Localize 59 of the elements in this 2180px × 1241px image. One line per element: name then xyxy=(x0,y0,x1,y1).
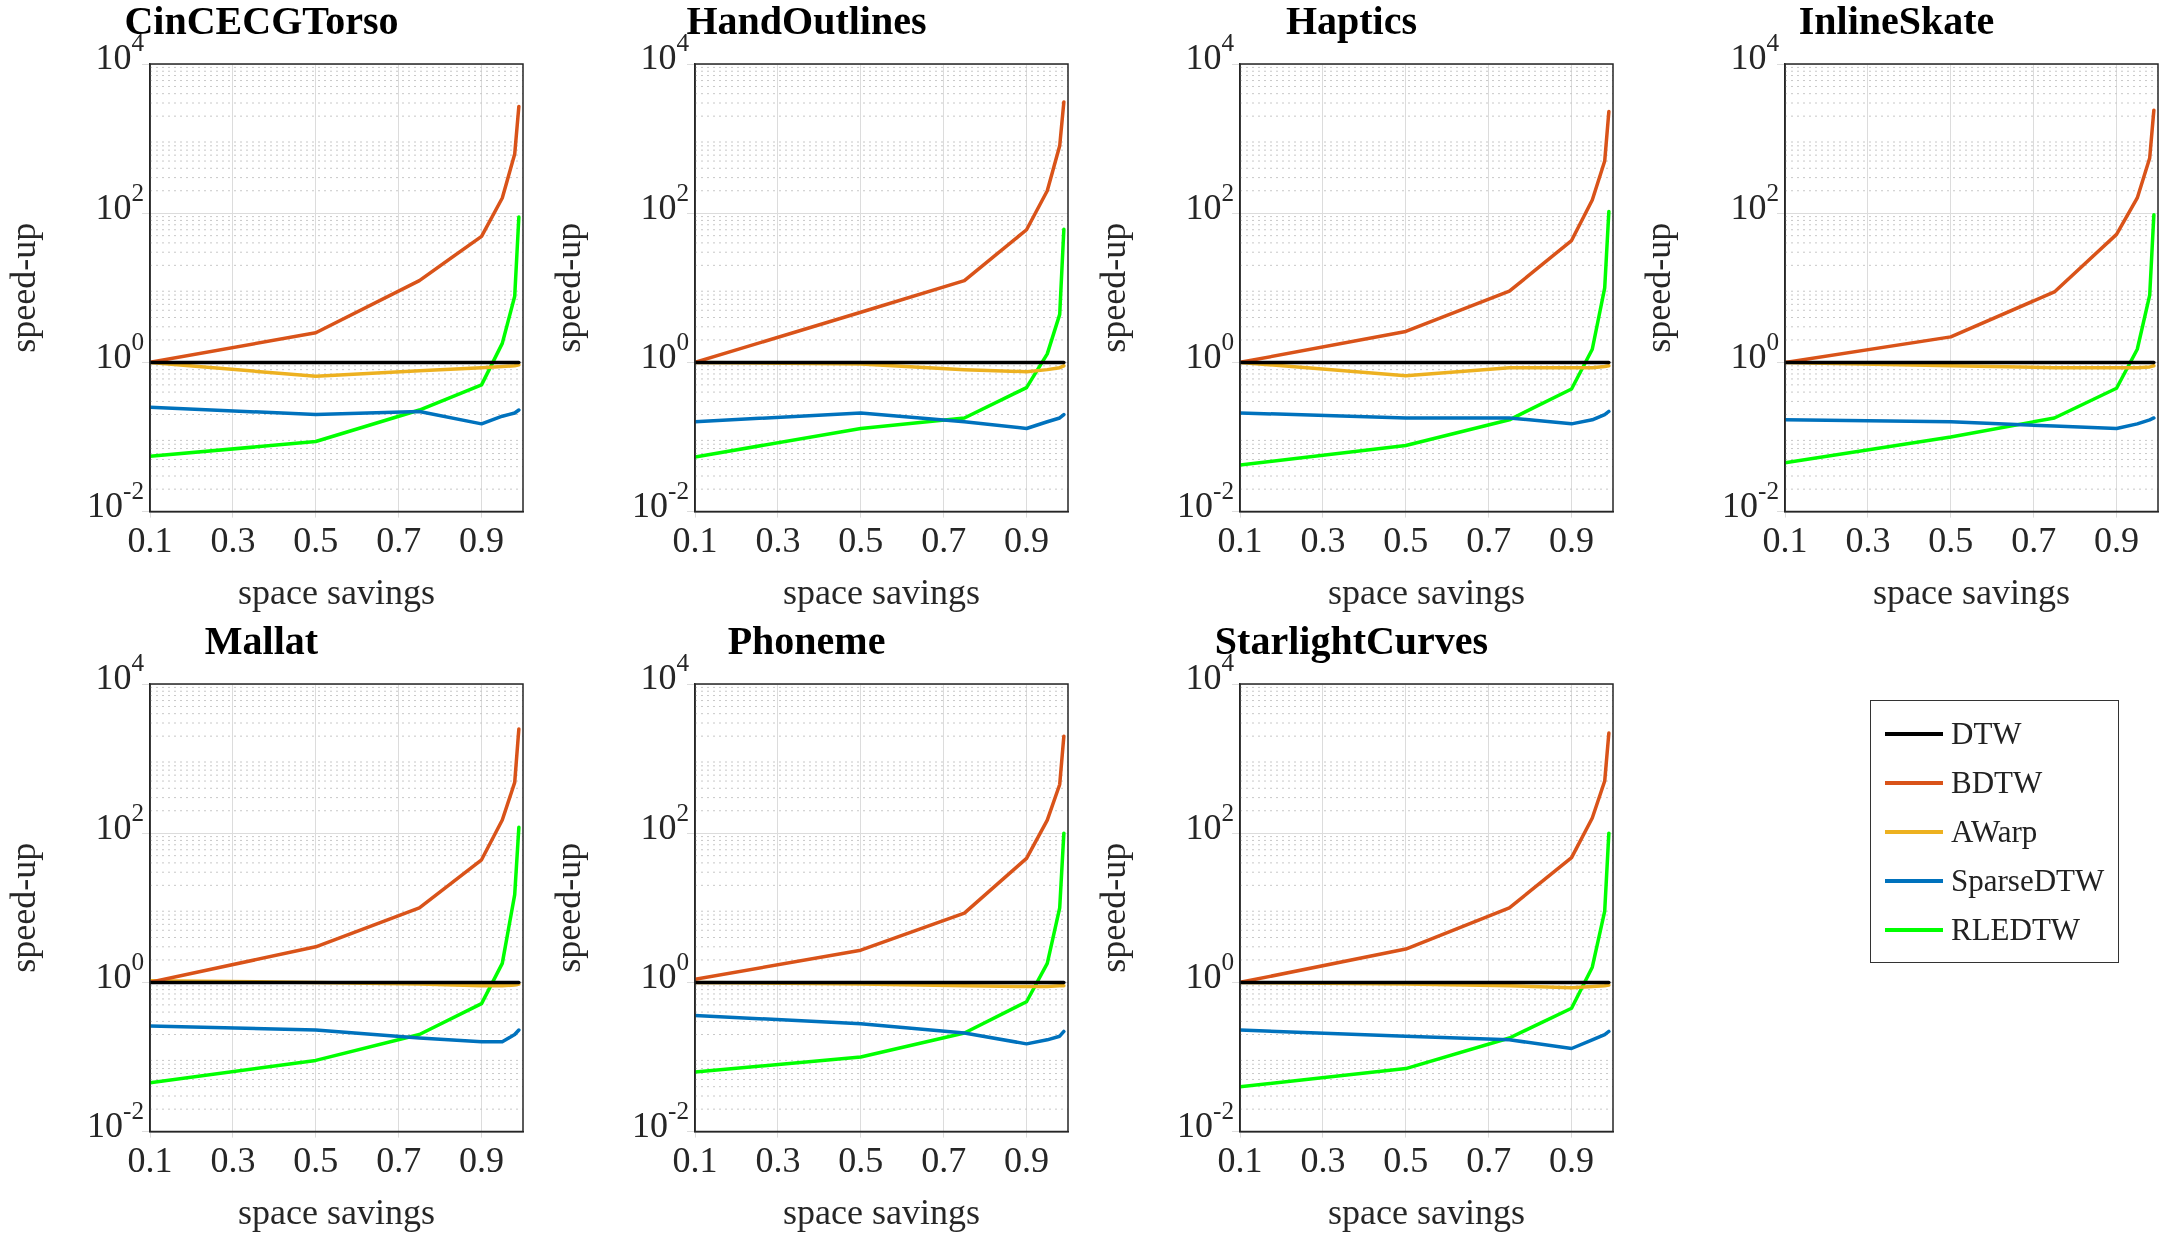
x-tick-label: 0.5 xyxy=(293,519,339,560)
x-tick-label: 0.1 xyxy=(672,519,718,560)
x-tick-label: 0.9 xyxy=(1549,1139,1595,1180)
x-axis-title: space savings xyxy=(1873,571,2070,612)
legend-label: BDTW xyxy=(1951,764,2043,801)
x-tick-label: 0.5 xyxy=(838,519,884,560)
x-axis-title: space savings xyxy=(238,571,435,612)
x-tick-label: 0.5 xyxy=(293,1139,339,1180)
x-axis-title: space savings xyxy=(238,1191,435,1232)
y-axis-title: speed-up xyxy=(1638,222,1679,353)
x-tick-label: 0.3 xyxy=(210,519,256,560)
x-tick-label: 0.3 xyxy=(1300,1139,1346,1180)
x-tick-label: 0.1 xyxy=(1762,519,1808,560)
x-axis-title: space savings xyxy=(783,1191,980,1232)
x-axis-title: space savings xyxy=(1328,1191,1525,1232)
x-tick-label: 0.5 xyxy=(838,1139,884,1180)
x-tick-label: 0.1 xyxy=(127,519,173,560)
legend-label: DTW xyxy=(1951,715,2022,752)
legend-label: AWarp xyxy=(1951,813,2038,850)
x-tick-label: 0.3 xyxy=(1300,519,1346,560)
x-tick-label: 0.5 xyxy=(1383,519,1429,560)
x-tick-label: 0.9 xyxy=(459,1139,505,1180)
x-tick-label: 0.9 xyxy=(1004,519,1050,560)
x-axis-title: space savings xyxy=(1328,571,1525,612)
x-tick-label: 0.7 xyxy=(376,519,422,560)
legend-label: SparseDTW xyxy=(1951,862,2105,899)
x-tick-label: 0.3 xyxy=(210,1139,256,1180)
x-tick-label: 0.3 xyxy=(755,519,801,560)
x-tick-label: 0.9 xyxy=(1004,1139,1050,1180)
x-tick-label: 0.9 xyxy=(2094,519,2140,560)
x-tick-label: 0.1 xyxy=(1217,519,1263,560)
x-tick-label: 0.7 xyxy=(921,1139,967,1180)
x-tick-label: 0.5 xyxy=(1383,1139,1429,1180)
x-tick-label: 0.9 xyxy=(1549,519,1595,560)
y-axis-title: speed-up xyxy=(1093,842,1134,973)
x-tick-label: 0.7 xyxy=(376,1139,422,1180)
x-tick-label: 0.7 xyxy=(1466,1139,1512,1180)
x-tick-label: 0.5 xyxy=(1928,519,1974,560)
y-axis-title: speed-up xyxy=(548,842,589,973)
x-tick-label: 0.7 xyxy=(921,519,967,560)
chart-title: HandOutlines xyxy=(686,0,927,44)
x-tick-label: 0.3 xyxy=(1845,519,1891,560)
x-tick-label: 0.1 xyxy=(127,1139,173,1180)
chart-title: InlineSkate xyxy=(1798,0,1995,44)
y-axis-title: speed-up xyxy=(3,842,44,973)
legend-label: RLEDTW xyxy=(1951,911,2081,948)
y-axis-title: speed-up xyxy=(548,222,589,353)
x-tick-label: 0.9 xyxy=(459,519,505,560)
x-tick-label: 0.7 xyxy=(1466,519,1512,560)
x-axis-title: space savings xyxy=(783,571,980,612)
y-axis-title: speed-up xyxy=(1093,222,1134,353)
chart-title: Haptics xyxy=(1285,0,1418,44)
x-tick-label: 0.1 xyxy=(1217,1139,1263,1180)
x-tick-label: 0.3 xyxy=(755,1139,801,1180)
x-tick-label: 0.7 xyxy=(2011,519,2057,560)
y-axis-title: speed-up xyxy=(3,222,44,353)
x-tick-label: 0.1 xyxy=(672,1139,718,1180)
chart-title: Phoneme xyxy=(727,618,886,664)
chart-title: Mallat xyxy=(204,618,319,664)
